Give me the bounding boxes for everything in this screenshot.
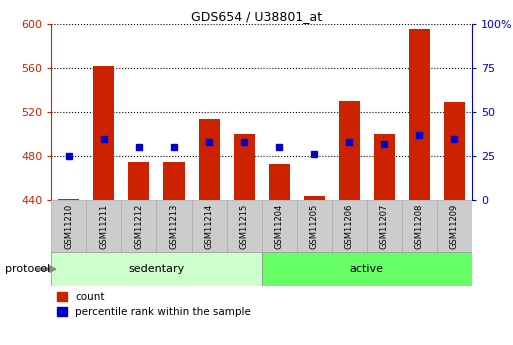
Bar [51, 252, 262, 286]
Bar [339, 101, 360, 200]
Text: sedentary: sedentary [128, 264, 185, 274]
Bar [227, 200, 262, 252]
Text: GSM11211: GSM11211 [100, 203, 108, 249]
Bar [367, 200, 402, 252]
Bar [128, 161, 149, 200]
Bar [444, 102, 465, 200]
Text: active: active [350, 264, 384, 274]
Bar [164, 161, 185, 200]
Bar [86, 200, 122, 252]
Bar [409, 29, 430, 200]
Bar [297, 200, 332, 252]
Bar [199, 119, 220, 200]
Text: GDS654 / U38801_at: GDS654 / U38801_at [191, 10, 322, 23]
Text: GSM11206: GSM11206 [345, 203, 354, 249]
Text: GSM11209: GSM11209 [450, 203, 459, 249]
Text: GSM11204: GSM11204 [274, 203, 284, 249]
Text: GSM11214: GSM11214 [205, 203, 213, 249]
Text: GSM11208: GSM11208 [415, 203, 424, 249]
Bar [262, 200, 297, 252]
Bar [437, 200, 472, 252]
Bar [191, 200, 227, 252]
Text: GSM11212: GSM11212 [134, 203, 144, 249]
Bar [93, 66, 114, 200]
Bar [332, 200, 367, 252]
Text: GSM11207: GSM11207 [380, 203, 389, 249]
Bar [122, 200, 156, 252]
Bar [51, 200, 86, 252]
Legend: count, percentile rank within the sample: count, percentile rank within the sample [56, 292, 251, 317]
Bar [262, 252, 472, 286]
Text: GSM11205: GSM11205 [310, 203, 319, 249]
Bar [58, 199, 80, 200]
Bar [374, 134, 395, 200]
Bar [156, 200, 191, 252]
Bar [233, 134, 254, 200]
Text: GSM11215: GSM11215 [240, 203, 249, 249]
Text: protocol: protocol [5, 264, 50, 274]
Text: GSM11210: GSM11210 [64, 203, 73, 249]
Bar [402, 200, 437, 252]
Bar [269, 164, 290, 200]
Text: GSM11213: GSM11213 [169, 203, 179, 249]
Bar [304, 196, 325, 200]
